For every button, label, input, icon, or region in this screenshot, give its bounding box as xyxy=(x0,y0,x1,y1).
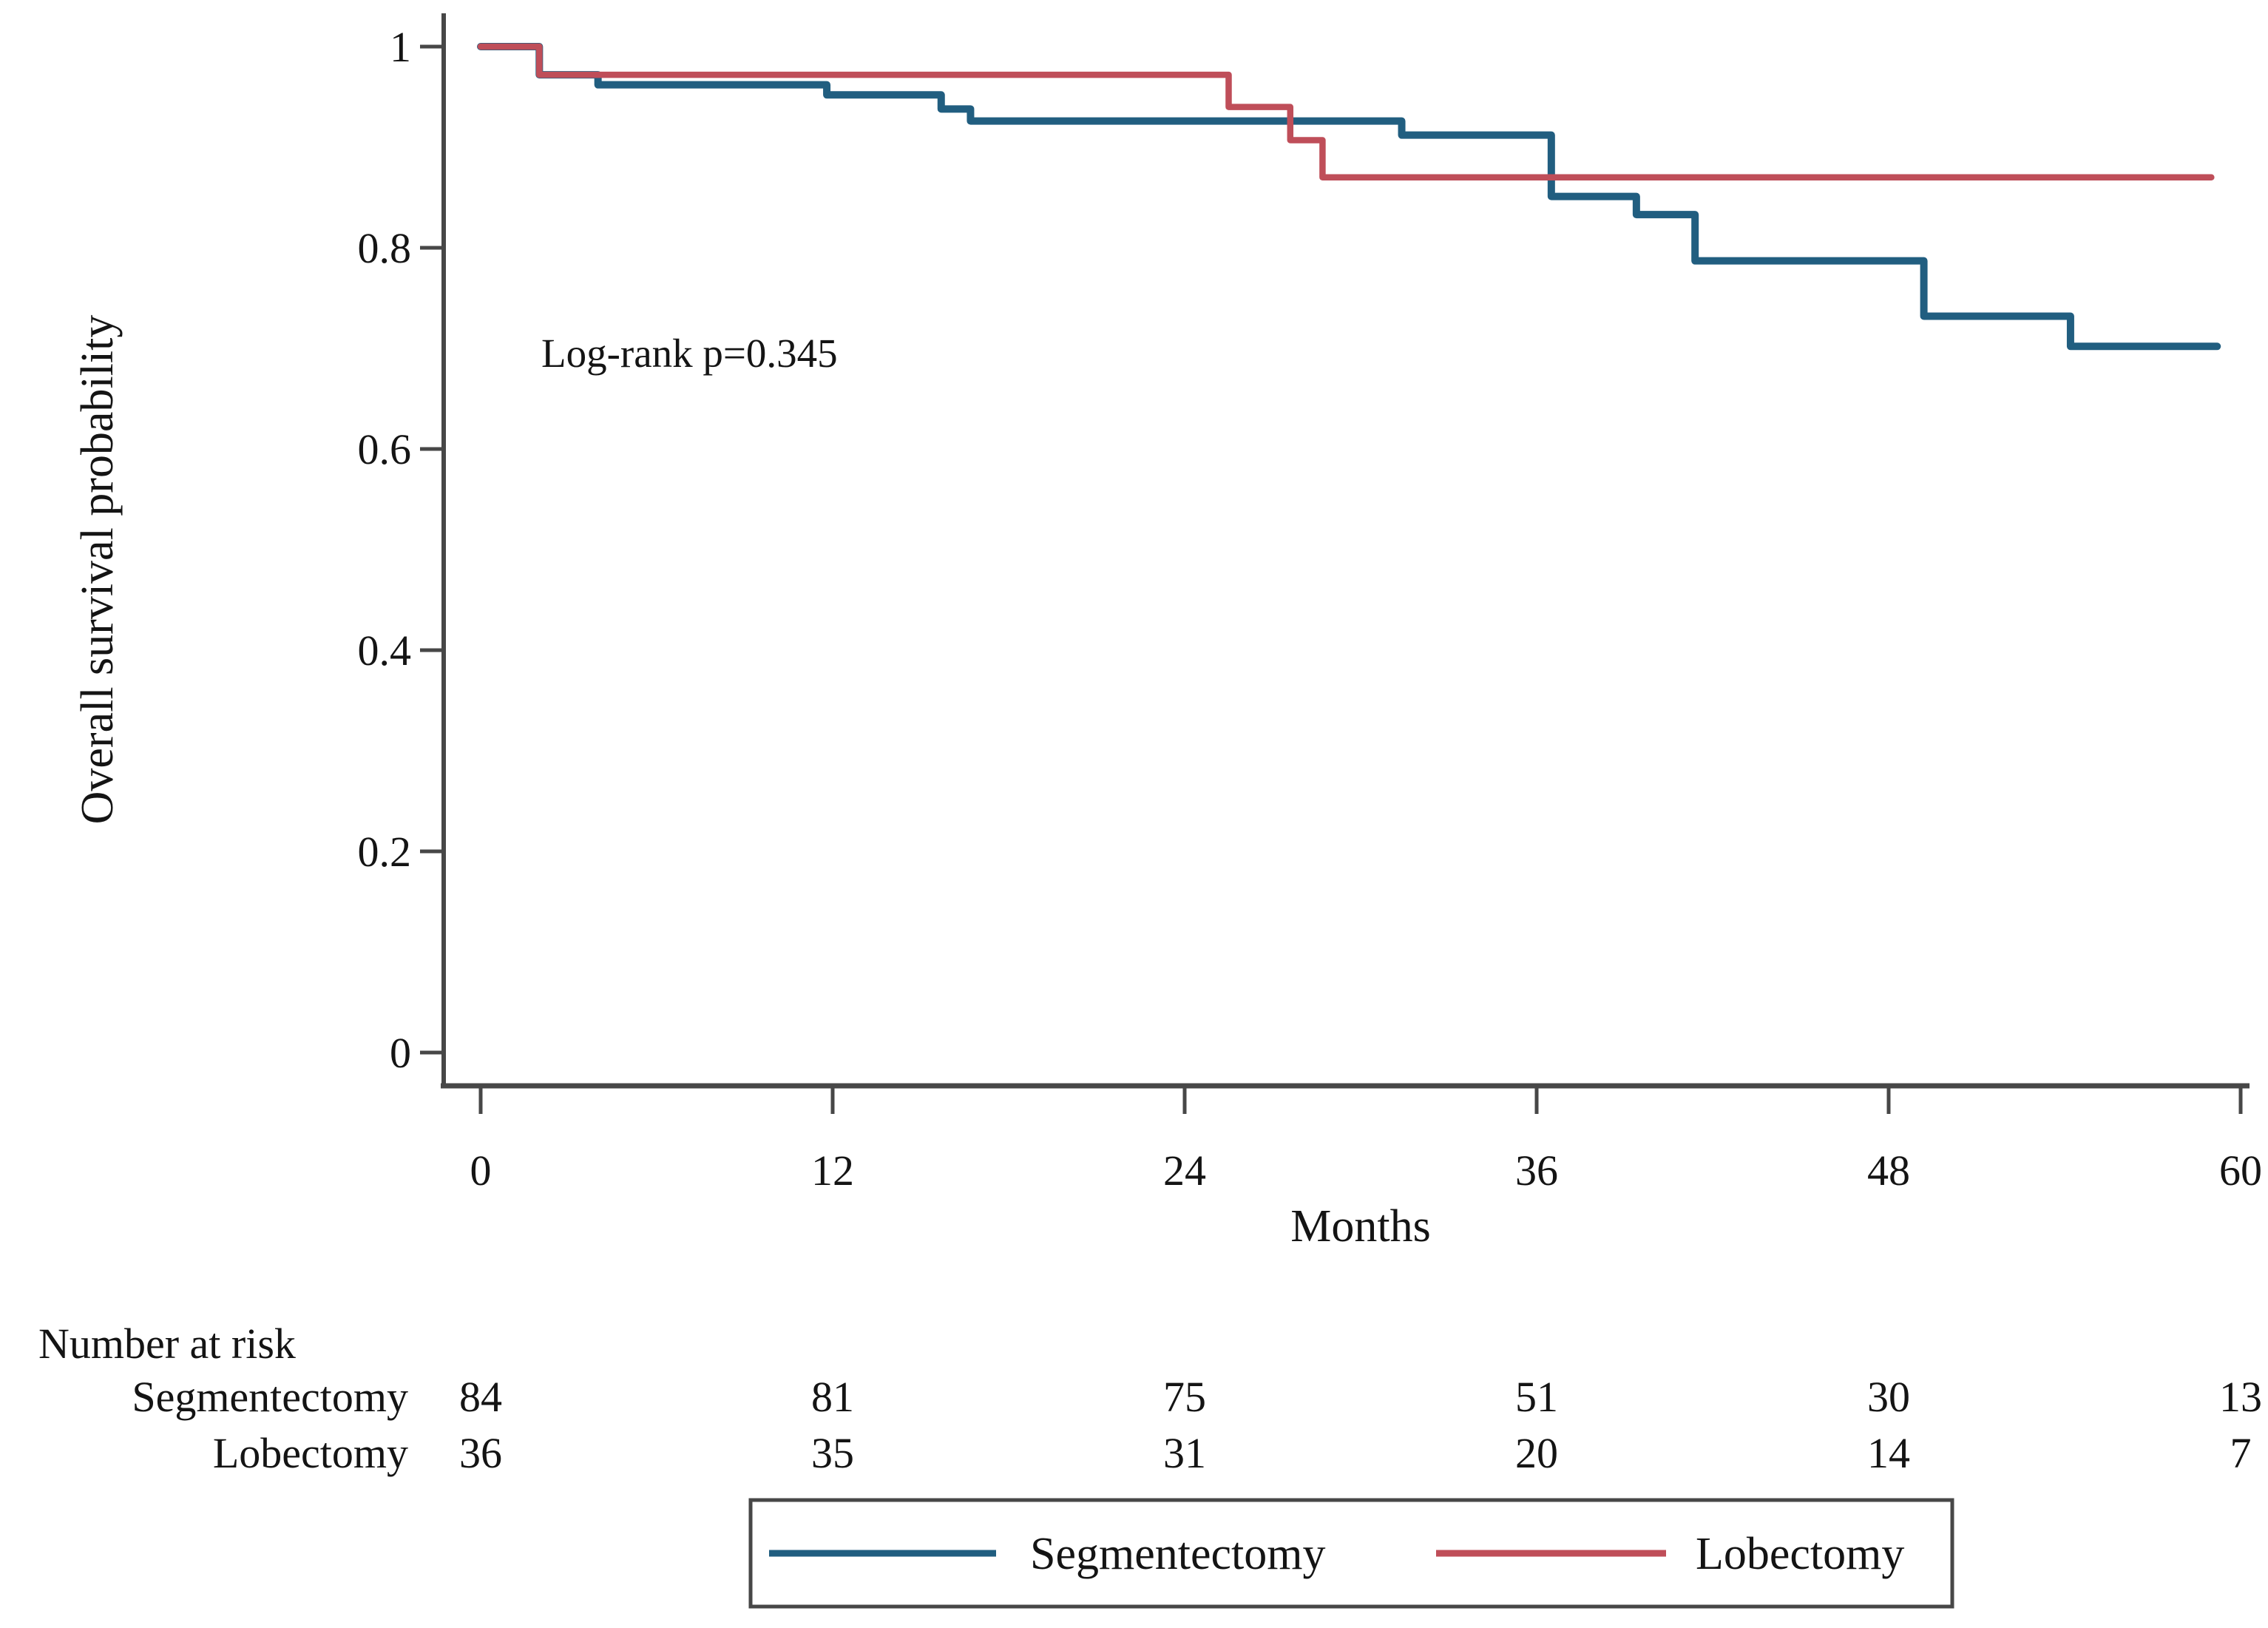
segmentectomy-curve xyxy=(477,43,2221,351)
risk-value: 75 xyxy=(1163,1373,1206,1421)
risk-row-label: Segmentectomy xyxy=(132,1373,408,1421)
risk-value: 81 xyxy=(811,1373,854,1421)
y-tick-label: 1 xyxy=(390,23,411,71)
risk-value: 36 xyxy=(459,1429,502,1477)
x-tick-label: 36 xyxy=(1515,1146,1558,1195)
y-tick-label: 0.6 xyxy=(358,425,412,473)
risk-value: 84 xyxy=(459,1373,502,1421)
risk-row-label: Lobectomy xyxy=(213,1429,408,1477)
y-tick-label: 0.4 xyxy=(358,626,412,675)
risk-value: 13 xyxy=(2219,1373,2262,1421)
risk-value: 51 xyxy=(1515,1373,1558,1421)
risk-value: 7 xyxy=(2230,1429,2252,1477)
risk-value: 14 xyxy=(1867,1429,1910,1477)
x-tick-label: 24 xyxy=(1163,1146,1206,1195)
risk-value: 20 xyxy=(1515,1429,1558,1477)
risk-value: 35 xyxy=(811,1429,854,1477)
x-tick-label: 0 xyxy=(470,1146,492,1195)
x-axis-title: Months xyxy=(1290,1201,1430,1252)
x-tick-label: 48 xyxy=(1867,1146,1910,1195)
x-tick-label: 60 xyxy=(2219,1146,2262,1195)
x-tick-label: 12 xyxy=(811,1146,854,1195)
risk-value: 30 xyxy=(1867,1373,1910,1421)
risk-value: 31 xyxy=(1163,1429,1206,1477)
logrank-annotation: Log-rank p=0.345 xyxy=(541,331,838,376)
y-tick-label: 0 xyxy=(390,1029,411,1077)
y-tick-label: 0.2 xyxy=(358,828,412,876)
lobectomy-curve xyxy=(477,43,2215,181)
legend-label-segmentectomy: Segmentectomy xyxy=(1030,1529,1325,1579)
y-tick-label: 0.8 xyxy=(358,224,412,272)
legend-label-lobectomy: Lobectomy xyxy=(1696,1529,1904,1579)
y-axis-title: Overall survival probability xyxy=(72,315,123,825)
risk-table-title: Number at risk xyxy=(38,1320,296,1368)
